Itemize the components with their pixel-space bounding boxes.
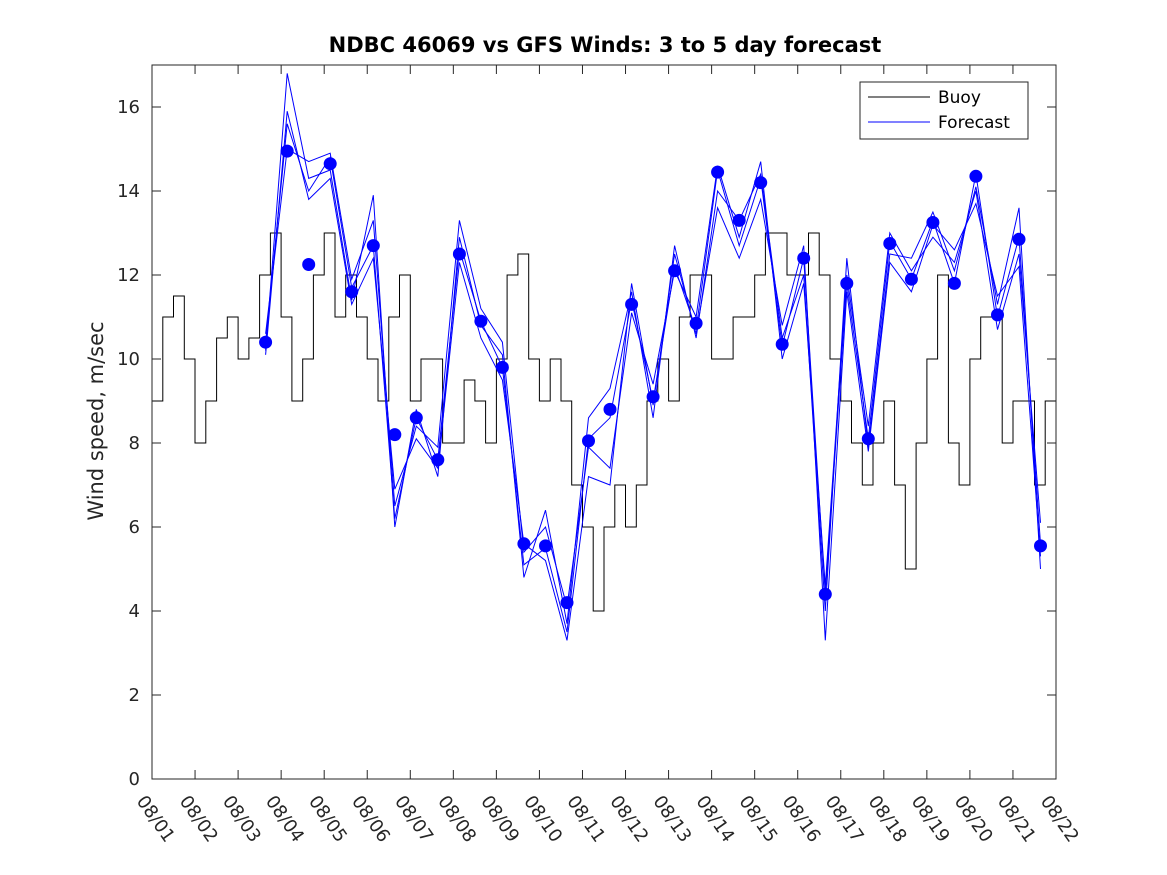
y-tick-label: 8 [129, 433, 140, 454]
forecast-marker [388, 428, 402, 442]
y-tick-label: 6 [129, 517, 140, 538]
y-tick-label: 14 [117, 181, 140, 202]
forecast-marker [646, 390, 660, 404]
forecast-marker [495, 360, 509, 374]
forecast-marker [603, 402, 617, 416]
forecast-marker [345, 285, 359, 299]
forecast-marker [280, 144, 294, 158]
forecast-marker [323, 157, 337, 171]
legend-box [859, 81, 1029, 140]
forecast-marker [452, 247, 466, 261]
forecast-marker [366, 239, 380, 253]
buoy-line [152, 232, 1057, 612]
forecast-marker [431, 453, 445, 467]
forecast-marker [711, 165, 725, 179]
y-axis: 0 2 4 6 8 10 12 14 16 [117, 97, 1056, 790]
forecast-marker [969, 169, 983, 183]
forecast-markers [259, 144, 1047, 610]
forecast-marker [625, 297, 639, 311]
chart-title: NDBC 46069 vs GFS Winds: 3 to 5 day fore… [329, 33, 882, 57]
forecast-marker [582, 434, 595, 448]
forecast-marker [474, 314, 488, 328]
forecast-marker [517, 537, 531, 551]
forecast-line-4 [265, 111, 1041, 641]
forecast-marker [732, 213, 746, 227]
y-tick-label: 10 [117, 349, 140, 370]
forecast-marker [840, 276, 854, 290]
forecast-marker [409, 411, 423, 425]
forecast-marker [302, 258, 316, 271]
buoy-series [152, 232, 1057, 612]
forecast-marker [1012, 232, 1026, 246]
forecast-marker [991, 308, 1004, 322]
forecast-marker [947, 276, 961, 290]
legend-buoy-label: Buoy [938, 88, 981, 108]
y-tick-label: 12 [117, 265, 140, 286]
forecast-marker [754, 176, 768, 190]
y-axis-label: Wind speed, m/sec [84, 321, 108, 520]
forecast-marker [1034, 539, 1047, 553]
forecast-marker [797, 251, 811, 265]
y-tick-label: 4 [129, 601, 140, 622]
forecast-marker [861, 432, 875, 446]
forecast-marker [689, 316, 703, 330]
forecast-marker [926, 216, 940, 229]
forecast-line-3 [265, 148, 1041, 607]
forecast-line-2 [265, 73, 1041, 624]
axes-box [151, 64, 1057, 780]
forecast-marker [668, 264, 682, 278]
forecast-marker [775, 337, 789, 351]
y-tick-label: 16 [117, 97, 140, 118]
y-tick-label: 0 [129, 769, 140, 790]
y-tick-label: 2 [129, 685, 140, 706]
forecast-marker [560, 596, 574, 610]
forecast-marker [539, 539, 552, 553]
forecast-marker [259, 335, 273, 349]
forecast-marker [904, 272, 918, 286]
legend-forecast-label: Forecast [938, 113, 1010, 133]
forecast-marker [883, 237, 897, 250]
plot-area [152, 65, 1056, 779]
legend: Buoy Forecast [859, 81, 1029, 140]
forecast-marker [818, 587, 832, 601]
